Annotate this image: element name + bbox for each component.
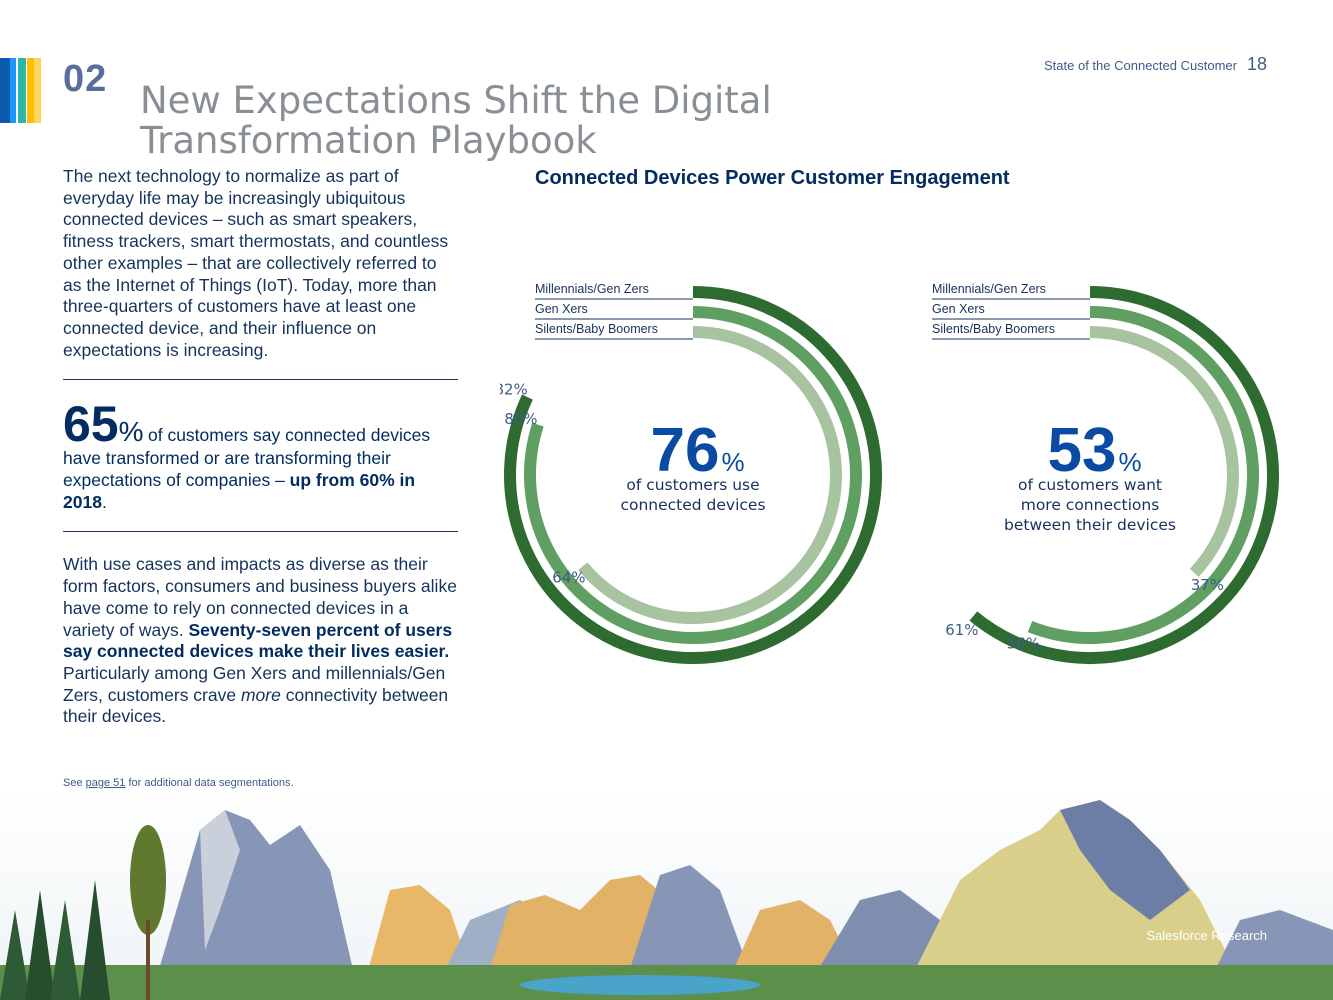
category-label: Silents/Baby Boomers bbox=[932, 322, 1055, 336]
accent-bar bbox=[10, 58, 16, 123]
value-label: 64% bbox=[552, 569, 585, 587]
accent-bar bbox=[0, 58, 10, 123]
section-number: 02 bbox=[63, 58, 108, 100]
radial-bar-2 bbox=[1027, 306, 1260, 644]
accent-bar bbox=[34, 58, 41, 123]
value-label: 82% bbox=[500, 380, 528, 398]
chart-caption-line: between their devices bbox=[1004, 516, 1176, 534]
value-label: 37% bbox=[1191, 576, 1224, 594]
stat-percent-sign: % bbox=[118, 416, 144, 448]
body-bold-text: Seventy-seven percent of users say conne… bbox=[63, 619, 453, 662]
stat-text-bold: up from 60% in 2018 bbox=[63, 470, 416, 512]
radial-bar-2 bbox=[524, 306, 862, 644]
footnote: See page 51 for additional data segmenta… bbox=[63, 777, 294, 789]
footnote-prefix: See bbox=[63, 777, 86, 789]
body-text: connectivity between their devices. bbox=[63, 684, 449, 727]
headline-value: 76 bbox=[651, 416, 720, 485]
report-name: State of the Connected Customer bbox=[1044, 58, 1237, 73]
chart-title: Connected Devices Power Customer Engagem… bbox=[535, 167, 1010, 189]
radial-charts: Millennials/Gen Zers 82% Gen Xers 80% Silent… bbox=[500, 282, 1279, 664]
stat-callout: 65% of customers say connected devices h… bbox=[63, 399, 458, 513]
chart-caption-line: connected devices bbox=[620, 496, 765, 514]
footnote-link[interactable]: page 51 bbox=[85, 777, 126, 789]
radial-bar-3 bbox=[578, 326, 842, 624]
headline-value: 53 bbox=[1048, 416, 1117, 485]
radial-bar-1 bbox=[969, 286, 1279, 664]
value-label: 61% bbox=[945, 621, 978, 639]
category-label: Gen Xers bbox=[535, 302, 588, 316]
headline-unit: % bbox=[721, 447, 744, 477]
category-label: Silents/Baby Boomers bbox=[535, 322, 658, 336]
stat-text-end: . bbox=[101, 491, 107, 512]
divider bbox=[63, 531, 458, 533]
page-title: New Expectations Shift the Digital Trans… bbox=[140, 78, 840, 162]
radial-bar-1 bbox=[504, 286, 882, 664]
stat-text-main: of customers say connected devices have … bbox=[63, 425, 431, 491]
running-header: State of the Connected Customer 18 bbox=[1044, 54, 1267, 75]
footer-brand: Salesforce Research bbox=[1146, 928, 1267, 943]
body-paragraph: With use cases and impacts as diverse as… bbox=[63, 554, 458, 728]
intro-paragraph: The next technology to normalize as part… bbox=[63, 166, 449, 360]
chart-caption-line: of customers use bbox=[626, 476, 759, 494]
stat-text: of customers say connected devices have … bbox=[63, 425, 430, 511]
page-title-line-1: New Expectations Shift the Digital bbox=[140, 78, 772, 122]
body-text: Particularly among Gen Xers and millenni… bbox=[63, 662, 446, 705]
value-label: 80% bbox=[504, 410, 537, 428]
footnote-suffix: for additional data segmentations. bbox=[125, 777, 294, 789]
chart-caption-line: of customers want bbox=[1018, 476, 1162, 494]
divider bbox=[63, 379, 458, 381]
category-label: Gen Xers bbox=[932, 302, 985, 316]
accent-bar bbox=[27, 58, 34, 123]
body-italic-text: more bbox=[240, 684, 281, 705]
chart-caption-line: more connections bbox=[1021, 496, 1160, 514]
mountain-landscape-illustration bbox=[0, 790, 1333, 1000]
value-label: 56% bbox=[1007, 634, 1040, 652]
page-title-line-2: Transformation Playbook bbox=[140, 118, 597, 162]
accent-bar bbox=[18, 58, 26, 123]
headline-unit: % bbox=[1118, 447, 1141, 477]
section-accent-bars bbox=[0, 58, 42, 123]
radial-bar-3 bbox=[1089, 326, 1239, 577]
page-number: 18 bbox=[1246, 54, 1267, 74]
category-label: Millennials/Gen Zers bbox=[535, 282, 649, 296]
left-column: The next technology to normalize as part… bbox=[63, 166, 458, 728]
stat-number: 65 bbox=[63, 396, 119, 453]
category-label: Millennials/Gen Zers bbox=[932, 282, 1046, 296]
body-text: With use cases and impacts as diverse as… bbox=[63, 554, 457, 640]
